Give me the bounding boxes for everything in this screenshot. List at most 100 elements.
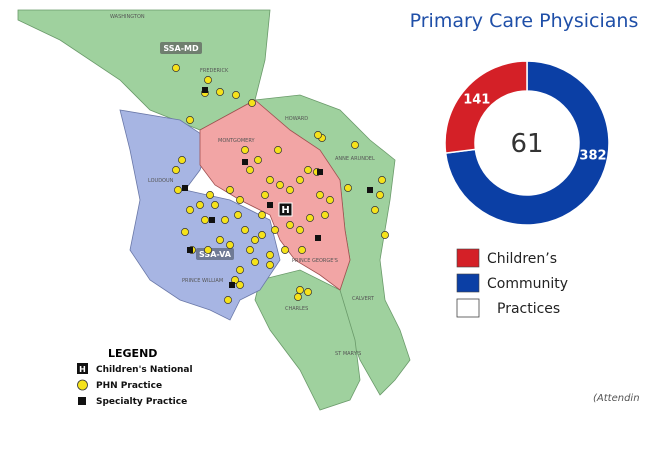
practice-dot (306, 214, 314, 222)
legend-swatch (456, 248, 480, 268)
practice-dot (344, 184, 352, 192)
practice-dot (186, 206, 194, 214)
practice-dot (174, 186, 182, 194)
practice-dot (241, 226, 249, 234)
specialty-marker (187, 247, 193, 253)
specialty-marker (182, 185, 188, 191)
practice-dot (378, 176, 386, 184)
practice-dot (221, 216, 229, 224)
practice-dot (251, 258, 259, 266)
practice-dot (266, 251, 274, 259)
legend-swatch (456, 273, 480, 293)
practice-dot (296, 286, 304, 294)
practice-dot (281, 246, 289, 254)
legend-label: Community (487, 276, 568, 292)
legend-icon-label: H (79, 365, 86, 374)
practice-dot (204, 76, 212, 84)
county-label: FREDERICK (200, 68, 229, 74)
practice-dot (321, 211, 329, 219)
legend-icon (77, 379, 88, 391)
county-label: CALVERT (352, 296, 375, 302)
practice-dot (226, 241, 234, 249)
practice-dot (286, 221, 294, 229)
practice-dot (304, 288, 312, 296)
map: SSA-MD SSA-VA WASHINGTON FREDERICK MONTG… (17, 9, 411, 411)
legend-title: LEGEND (108, 347, 157, 360)
specialty-marker (209, 217, 215, 223)
practice-dot (236, 281, 244, 289)
legend-label: PHN Practice (96, 381, 162, 391)
practice-dot (266, 176, 274, 184)
practice-dot (181, 228, 189, 236)
specialty-marker (242, 159, 248, 165)
practice-dot (258, 231, 266, 239)
county-label: CHARLES (285, 306, 308, 312)
practice-dot (351, 141, 359, 149)
practice-dot (254, 156, 262, 164)
practice-dot (376, 191, 384, 199)
specialty-marker (367, 187, 373, 193)
practice-dot (316, 191, 324, 199)
county-label: PRINCE WILLIAM (182, 278, 223, 284)
practice-dot (246, 246, 254, 254)
county-label: LOUDOUN (148, 178, 174, 184)
practice-dot (178, 156, 186, 164)
practice-dot (326, 196, 334, 204)
center-value: 61 (510, 129, 543, 159)
legend-icon (77, 363, 88, 374)
practice-dot (271, 226, 279, 234)
donut-slice (444, 60, 528, 154)
county-label: WASHINGTON (110, 14, 145, 20)
map-legend: LEGEND H Children's National PHN Practic… (77, 347, 193, 407)
specialty-marker (229, 282, 235, 288)
practice-dot (294, 293, 302, 301)
slice-label: 141 (463, 93, 490, 108)
practice-dot (258, 211, 266, 219)
county-label: MONTGOMERY (218, 138, 255, 144)
donut-chart: 382 141 61 Children’s Community Practices (444, 60, 610, 318)
practice-dot (274, 146, 282, 154)
practice-dot (241, 146, 249, 154)
practice-dot (216, 236, 224, 244)
region-badge (160, 42, 202, 54)
specialty-marker (315, 235, 321, 241)
practice-dot (206, 191, 214, 199)
practice-dot (304, 166, 312, 174)
practice-dot (172, 64, 180, 72)
county-label: PRINCE GEORGE'S (292, 258, 338, 264)
specialty-marker (202, 87, 208, 93)
practice-dot (224, 296, 232, 304)
legend-label: Children's National (96, 365, 193, 375)
practice-dot (234, 211, 242, 219)
footnote: (Attendin (593, 393, 640, 404)
practice-dot (298, 246, 306, 254)
county-label: ANNE ARUNDEL (335, 156, 375, 162)
practice-dot (211, 201, 219, 209)
practice-dot (186, 116, 194, 124)
practice-dot (266, 261, 274, 269)
practice-dot (172, 166, 180, 174)
legend-swatch (456, 298, 480, 318)
practice-dot (251, 236, 259, 244)
practice-dot (201, 216, 209, 224)
chart-title: Primary Care Physicians (410, 10, 639, 32)
legend-label: Specialty Practice (96, 397, 187, 407)
legend-icon (78, 397, 86, 405)
practice-dot (246, 166, 254, 174)
region-md-south (254, 269, 361, 411)
practice-dot (296, 176, 304, 184)
hospital-marker (278, 202, 293, 217)
hospital-marker-label: H (281, 205, 289, 216)
practice-dot (261, 191, 269, 199)
slice-label: 382 (579, 149, 606, 164)
practice-dot (371, 206, 379, 214)
region-label: SSA-VA (199, 250, 232, 259)
legend-label: Practices (497, 301, 560, 317)
practice-dot (232, 91, 240, 99)
practice-dot (236, 266, 244, 274)
donut-slice (444, 60, 610, 226)
region-label: SSA-MD (163, 44, 199, 53)
practice-dot (276, 181, 284, 189)
county-label: HOWARD (285, 116, 308, 122)
